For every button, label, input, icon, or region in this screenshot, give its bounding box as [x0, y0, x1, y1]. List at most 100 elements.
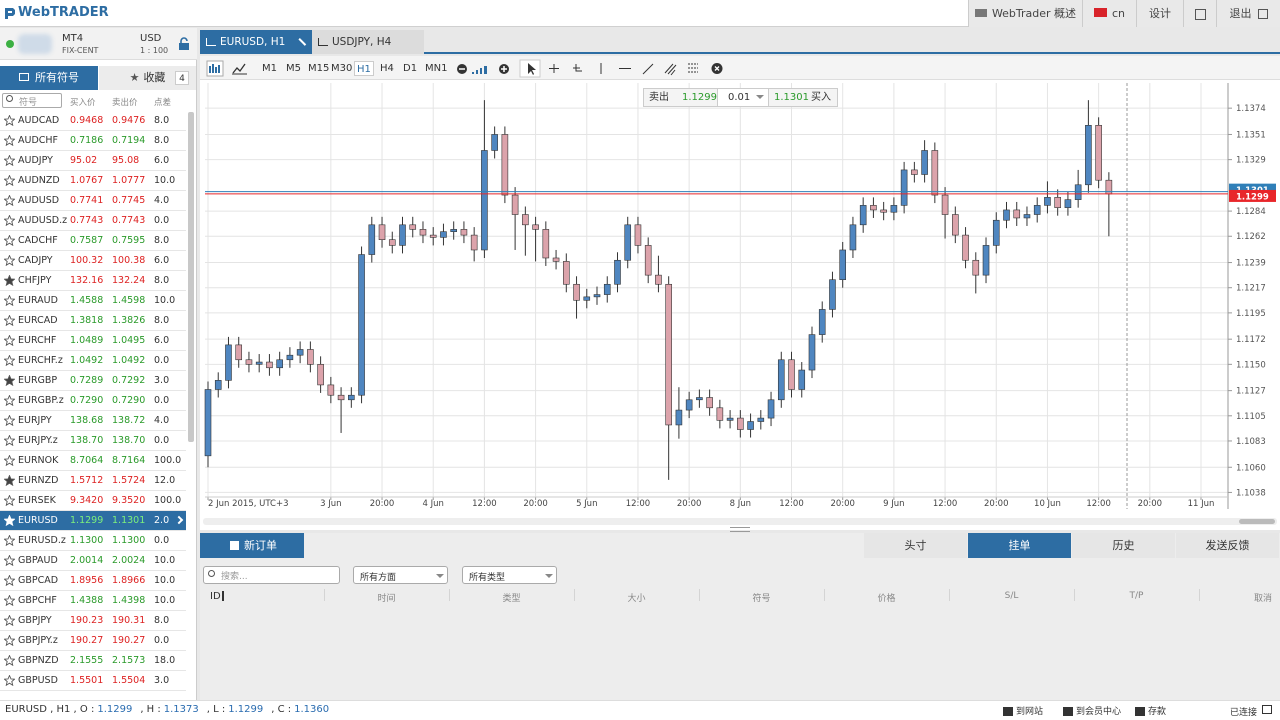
buy-button[interactable]: 买入: [811, 92, 831, 103]
favorite-star[interactable]: [4, 555, 15, 566]
logout-button[interactable]: 退出: [1216, 0, 1280, 27]
favorite-star[interactable]: [4, 175, 15, 186]
symbol-row[interactable]: AUDJPY 95.02 95.08 6.0: [0, 151, 186, 171]
direction-filter[interactable]: 所有方面: [353, 566, 448, 584]
order-tab[interactable]: 历史: [1072, 533, 1175, 558]
favorite-star[interactable]: [4, 335, 15, 346]
symbol-row[interactable]: EURCHF.z 1.0492 1.0492 0.0: [0, 351, 186, 371]
favorite-star[interactable]: [4, 215, 15, 226]
favorite-star[interactable]: [4, 275, 15, 286]
order-tab[interactable]: 头寸: [864, 533, 967, 558]
language-button[interactable]: cn: [1082, 0, 1136, 27]
volume-dropdown[interactable]: [756, 95, 764, 103]
symbol-row[interactable]: GBPCAD 1.8956 1.8966 10.0: [0, 571, 186, 591]
favorite-star[interactable]: [4, 475, 15, 486]
status-link[interactable]: 存款: [1135, 704, 1166, 717]
symbol-row[interactable]: GBPAUD 2.0014 2.0024 10.0: [0, 551, 186, 571]
chart-tab[interactable]: USDJPY, H4: [312, 30, 424, 54]
timeframe-button[interactable]: H1: [354, 61, 374, 76]
volume-input[interactable]: 0.01: [717, 89, 769, 106]
type-filter[interactable]: 所有类型: [462, 566, 557, 584]
all-symbols-tab[interactable]: 所有符号: [0, 66, 98, 90]
symbol-row[interactable]: AUDUSD.z 0.7743 0.7743 0.0: [0, 211, 186, 231]
symbol-row[interactable]: CADCHF 0.7587 0.7595 8.0: [0, 231, 186, 251]
symbol-row[interactable]: EURSEK 9.3420 9.3520 100.0: [0, 491, 186, 511]
status-link[interactable]: 到会员中心: [1063, 704, 1121, 717]
symbol-row[interactable]: CADJPY 100.32 100.38 6.0: [0, 251, 186, 271]
favorite-star[interactable]: [4, 595, 15, 606]
chart-tab[interactable]: EURUSD, H1: [200, 30, 314, 54]
splitter[interactable]: [730, 527, 750, 532]
favorite-star[interactable]: [4, 395, 15, 406]
timeframe-button[interactable]: M5: [286, 63, 301, 74]
lock-icon[interactable]: [178, 37, 190, 51]
timeframe-button[interactable]: M30: [331, 63, 353, 74]
toolbar-icons[interactable]: [206, 60, 526, 77]
symbol-row[interactable]: GBPCHF 1.4388 1.4398 10.0: [0, 591, 186, 611]
symbol-row[interactable]: EURGBP 0.7289 0.7292 3.0: [0, 371, 186, 391]
favorite-star[interactable]: [4, 615, 15, 626]
symbol-row[interactable]: AUDNZD 1.0767 1.0777 10.0: [0, 171, 186, 191]
status-link[interactable]: 到网站: [1003, 704, 1043, 717]
favorite-star[interactable]: [4, 415, 15, 426]
timeframe-button[interactable]: M1: [262, 63, 277, 74]
favorite-star[interactable]: [4, 535, 15, 546]
symbol-row[interactable]: GBPJPY 190.23 190.31 8.0: [0, 611, 186, 631]
symbol-row[interactable]: EURGBP.z 0.7290 0.7290 0.0: [0, 391, 186, 411]
favorite-star[interactable]: [4, 655, 15, 666]
symbol-row[interactable]: GBPNZD 2.1555 2.1573 18.0: [0, 651, 186, 671]
favorite-star[interactable]: [4, 495, 15, 506]
favorite-star[interactable]: [4, 515, 15, 526]
symbol-row[interactable]: AUDUSD 0.7741 0.7745 4.0: [0, 191, 186, 211]
favorite-star[interactable]: [4, 155, 15, 166]
symbol-row[interactable]: AUDCHF 0.7186 0.7194 8.0: [0, 131, 186, 151]
drawing-tools[interactable]: [518, 59, 730, 78]
favorite-star[interactable]: [4, 455, 15, 466]
order-search[interactable]: 搜索...: [203, 566, 340, 584]
timeframe-button[interactable]: D1: [403, 63, 418, 74]
favorite-star[interactable]: [4, 635, 15, 646]
timeframe-button[interactable]: M15: [308, 63, 330, 74]
symbol-row[interactable]: GBPJPY.z 190.27 190.27 0.0: [0, 631, 186, 651]
favorite-star[interactable]: [4, 255, 15, 266]
overview-button[interactable]: WebTrader 概述: [968, 0, 1082, 27]
symbol-row[interactable]: CHFJPY 132.16 132.24 8.0: [0, 271, 186, 291]
symbol-row[interactable]: EURUSD 1.1299 1.1301 2.0: [0, 511, 186, 531]
chart-tab-close[interactable]: [298, 38, 307, 46]
symbol-row[interactable]: EURNZD 1.5712 1.5724 12.0: [0, 471, 186, 491]
order-tab[interactable]: 发送反馈: [1176, 533, 1279, 558]
new-order-button[interactable]: 新订单: [200, 533, 304, 558]
symbol-row[interactable]: EURAUD 1.4588 1.4598 10.0: [0, 291, 186, 311]
symbol-row[interactable]: EURCAD 1.3818 1.3826 8.0: [0, 311, 186, 331]
favorite-star[interactable]: [4, 295, 15, 306]
symbol-ask: 1.1300: [112, 535, 146, 546]
symbol-row[interactable]: EURNOK 8.7064 8.7164 100.0: [0, 451, 186, 471]
symbol-row[interactable]: GBPUSD 1.5501 1.5504 3.0: [0, 671, 186, 691]
symbol-row[interactable]: EURUSD.z 1.1300 1.1300 0.0: [0, 531, 186, 551]
favorite-star[interactable]: [4, 115, 15, 126]
favorite-star[interactable]: [4, 355, 15, 366]
symbol-row[interactable]: EURJPY 138.68 138.72 4.0: [0, 411, 186, 431]
favorite-star[interactable]: [4, 575, 15, 586]
design-button[interactable]: 设计: [1136, 0, 1183, 27]
timeframe-button[interactable]: H4: [380, 63, 394, 74]
favorite-star[interactable]: [4, 675, 15, 686]
favorite-star[interactable]: [4, 135, 15, 146]
fullscreen-button[interactable]: [1183, 0, 1216, 27]
sell-button[interactable]: 卖出: [649, 92, 669, 103]
symbol-name: GBPNZD: [18, 655, 59, 666]
order-tab[interactable]: 挂单: [968, 533, 1071, 558]
favorite-star[interactable]: [4, 375, 15, 386]
symbol-row[interactable]: AUDCAD 0.9468 0.9476 8.0: [0, 111, 186, 131]
symbol-row[interactable]: EURJPY.z 138.70 138.70 0.0: [0, 431, 186, 451]
symbol-scrollbar[interactable]: [188, 112, 194, 442]
symbol-search[interactable]: 符号: [2, 93, 62, 108]
chart-scrollbar[interactable]: [203, 518, 1277, 525]
favorite-star[interactable]: [4, 315, 15, 326]
timeframe-button[interactable]: MN1: [425, 63, 448, 74]
favorite-star[interactable]: [4, 435, 15, 446]
symbol-row[interactable]: EURCHF 1.0489 1.0495 6.0: [0, 331, 186, 351]
favorite-star[interactable]: [4, 195, 15, 206]
chart[interactable]: 1.1374 1.1351 1.1329 1.1284 1.1262 1.1239 1.12…: [200, 80, 1280, 530]
favorite-star[interactable]: [4, 235, 15, 246]
